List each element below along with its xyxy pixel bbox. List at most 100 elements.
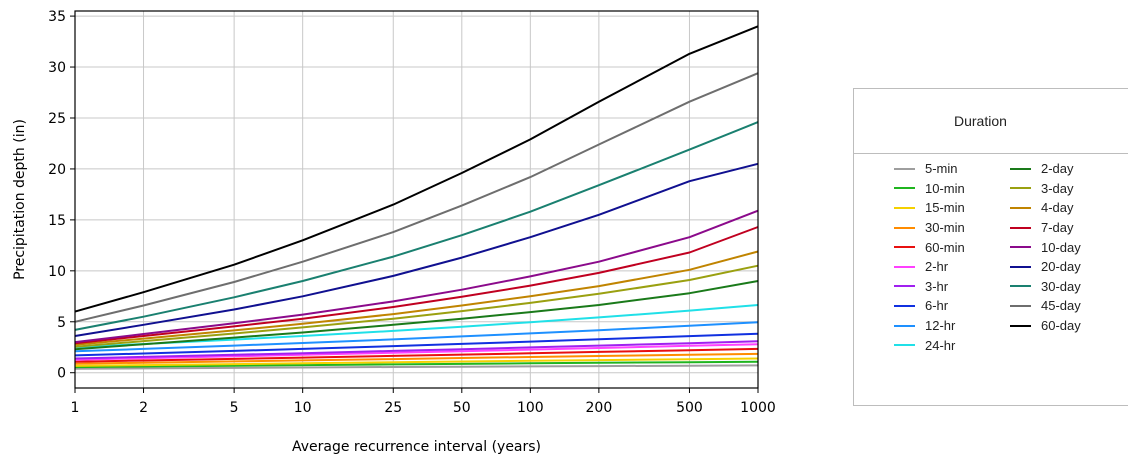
x-tick-label: 5 <box>230 400 239 416</box>
legend-swatch <box>894 246 915 249</box>
series-line-5-min <box>74 364 759 370</box>
legend-label: 4-day <box>1041 200 1074 216</box>
legend-label: 30-day <box>1041 278 1081 294</box>
series-line-4-day <box>74 250 759 346</box>
x-tick-label: 100 <box>517 400 544 416</box>
legend-item: 3-day <box>994 179 1124 199</box>
legend-label: 24-hr <box>925 337 956 353</box>
y-tick-label: 5 <box>57 315 66 331</box>
legend-item: 15-min <box>864 198 994 218</box>
x-tick-label: 50 <box>453 400 471 416</box>
series-lines <box>74 25 759 370</box>
legend-item: 20-day <box>994 257 1124 277</box>
series-line-12-hr <box>74 321 759 353</box>
x-tick-label: 25 <box>384 400 402 416</box>
x-tick-label: 2 <box>139 400 148 416</box>
legend-item: 45-day <box>994 296 1124 316</box>
legend-item: 10-min <box>864 179 994 199</box>
series-line-2-day <box>74 280 759 351</box>
x-tick-label: 10 <box>294 400 312 416</box>
series-line-10-min <box>74 360 759 369</box>
legend-item: 2-hr <box>864 257 994 277</box>
legend-swatch <box>1010 206 1031 209</box>
y-tick-label: 10 <box>48 264 66 280</box>
legend-item: 30-day <box>994 277 1124 297</box>
legend-swatch <box>894 206 915 209</box>
x-tick-label: 1000 <box>740 400 776 416</box>
legend-label: 60-day <box>1041 318 1081 334</box>
series-line-3-hr <box>74 340 759 360</box>
legend-label: 5-min <box>925 161 958 177</box>
legend-swatch <box>1010 187 1031 190</box>
legend-item: 10-day <box>994 237 1124 257</box>
legend-swatch <box>1010 246 1031 249</box>
x-axis-title: Average recurrence interval (years) <box>292 439 541 455</box>
legend-label: 6-hr <box>925 298 949 314</box>
legend-label: 60-min <box>925 239 965 255</box>
legend-swatch <box>1010 167 1031 170</box>
legend-title: Duration <box>854 89 1128 154</box>
y-tick-label: 30 <box>48 60 66 76</box>
legend-swatch <box>1010 265 1031 268</box>
legend-label: 3-day <box>1041 180 1074 196</box>
y-axis-ticks: 0 5 10 15 20 25 30 35 <box>48 9 75 382</box>
plot-frame <box>74 10 759 389</box>
legend-swatch <box>894 167 915 170</box>
y-axis-title: Precipitation depth (in) <box>12 119 28 280</box>
series-line-10-day <box>74 209 759 344</box>
legend-label: 30-min <box>925 220 965 236</box>
legend-swatch <box>894 265 915 268</box>
legend-item: 4-day <box>994 198 1124 218</box>
legend-item: 60-min <box>864 237 994 257</box>
legend-swatch <box>894 304 915 307</box>
legend-label: 10-day <box>1041 239 1081 255</box>
gridlines <box>74 11 759 388</box>
series-line-30-day <box>74 121 759 331</box>
legend-swatch <box>1010 324 1031 327</box>
legend-swatch <box>1010 226 1031 229</box>
y-tick-label: 35 <box>48 9 66 25</box>
series-line-20-day <box>74 162 759 337</box>
legend-swatch <box>894 344 915 347</box>
legend: Duration 5-min 10-min 15-min 30-min 60-min 2-… <box>853 88 1128 406</box>
legend-label: 10-min <box>925 180 965 196</box>
x-tick-label: 500 <box>676 400 703 416</box>
series-line-2-hr <box>74 343 759 361</box>
y-tick-label: 25 <box>48 111 66 127</box>
legend-label: 7-day <box>1041 220 1074 236</box>
legend-label: 15-min <box>925 200 965 216</box>
legend-swatch <box>894 187 915 190</box>
legend-item: 6-hr <box>864 296 994 316</box>
legend-label: 2-day <box>1041 161 1074 177</box>
legend-item: 3-hr <box>864 277 994 297</box>
legend-item: 60-day <box>994 316 1124 336</box>
y-tick-label: 15 <box>48 213 66 229</box>
series-line-30-min <box>74 352 759 365</box>
legend-item: 12-hr <box>864 316 994 336</box>
legend-swatch <box>894 285 915 288</box>
x-axis-ticks: 1 2 5 10 25 50 100 200 500 1000 <box>71 388 776 416</box>
legend-label: 12-hr <box>925 318 956 334</box>
legend-label: 20-day <box>1041 259 1081 275</box>
series-line-15-min <box>74 357 759 367</box>
legend-entries: 5-min 10-min 15-min 30-min 60-min 2-hr 3-hr 6-h… <box>864 159 1124 355</box>
y-tick-label: 0 <box>57 366 66 382</box>
series-line-60-day <box>74 25 759 313</box>
series-line-6-hr <box>74 332 759 357</box>
legend-label: 3-hr <box>925 278 949 294</box>
series-line-3-day <box>74 264 759 348</box>
legend-item: 24-hr <box>864 335 994 355</box>
legend-swatch <box>1010 285 1031 288</box>
legend-swatch <box>894 324 915 327</box>
legend-swatch <box>894 226 915 229</box>
legend-item: 30-min <box>864 218 994 238</box>
y-tick-label: 20 <box>48 162 66 178</box>
legend-item: 7-day <box>994 218 1124 238</box>
legend-item: 2-day <box>994 159 1124 179</box>
legend-item: 5-min <box>864 159 994 179</box>
series-line-60-min <box>74 347 759 363</box>
series-line-7-day <box>74 226 759 345</box>
legend-label: 45-day <box>1041 298 1081 314</box>
legend-label: 2-hr <box>925 259 949 275</box>
